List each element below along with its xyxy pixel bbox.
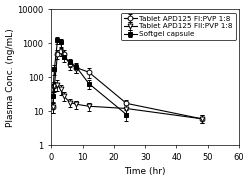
Legend: Tablet APD125 FI:PVP 1:8, Tablet APD125 FII:PVP 1:8, Softgel capsule: Tablet APD125 FI:PVP 1:8, Tablet APD125 … [121,13,236,40]
X-axis label: Time (hr): Time (hr) [124,167,166,176]
Y-axis label: Plasma Conc. (ng/mL): Plasma Conc. (ng/mL) [6,28,15,126]
